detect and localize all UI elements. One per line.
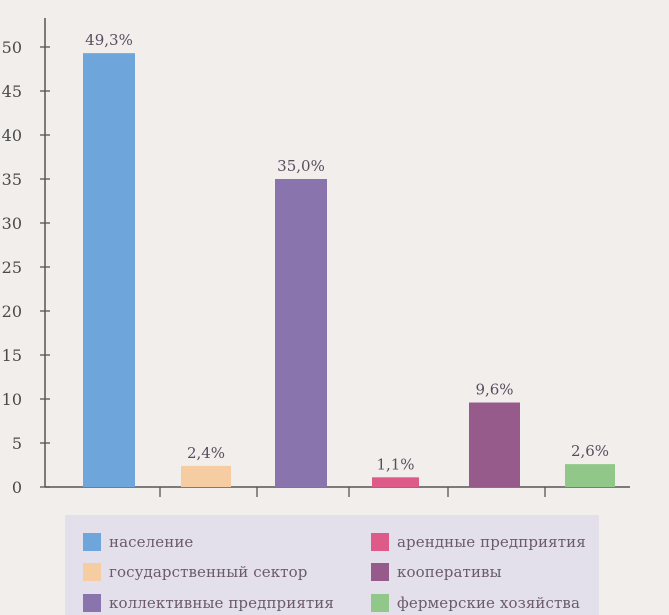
legend-label: коллективные предприятия: [109, 594, 334, 612]
legend-item-kollektivnye: коллективные предприятия: [83, 592, 334, 614]
bar-value-label: 49,3%: [85, 31, 133, 49]
bar-value-label: 2,6%: [571, 442, 609, 460]
legend-label: население: [109, 533, 194, 551]
legend-item-naselenie: население: [83, 531, 193, 553]
chart-legend: население государственный сектор коллект…: [65, 515, 599, 615]
bar: [469, 402, 520, 487]
y-tick-label: 0: [12, 478, 22, 497]
legend-swatch: [83, 533, 101, 551]
legend-item-kooperativy: кооперативы: [371, 561, 502, 583]
bar: [275, 179, 327, 487]
legend-item-fermerskie: фермерские хозяйства: [371, 592, 580, 614]
bar-value-label: 35,0%: [277, 157, 325, 175]
bar: [83, 53, 135, 487]
y-tick-label: 20: [2, 302, 22, 321]
legend-swatch: [371, 563, 389, 581]
y-tick-label: 50: [2, 38, 22, 57]
legend-swatch: [83, 594, 101, 612]
bar: [372, 477, 419, 487]
legend-label: кооперативы: [397, 563, 502, 581]
bar-value-label: 9,6%: [475, 381, 513, 399]
bar-value-label: 2,4%: [187, 444, 225, 462]
bar: [181, 465, 231, 487]
y-tick-label: 35: [2, 170, 22, 189]
legend-swatch: [83, 563, 101, 581]
y-tick-label: 15: [2, 346, 22, 365]
legend-label: государственный сектор: [109, 563, 308, 581]
legend-item-arendnye: арендные предприятия: [371, 531, 586, 553]
legend-swatch: [371, 594, 389, 612]
legend-label: фермерские хозяйства: [397, 594, 581, 612]
y-tick-label: 10: [2, 390, 22, 409]
y-tick-label: 25: [2, 258, 22, 277]
y-tick-label: 45: [2, 82, 22, 101]
y-tick-label: 30: [2, 214, 22, 233]
y-tick-label: 40: [2, 126, 22, 145]
bar: [565, 464, 615, 487]
legend-swatch: [371, 533, 389, 551]
legend-item-gos-sektor: государственный сектор: [83, 561, 307, 583]
chart-plot-area: 0 5 10 15 20 25 30 35 40 45 50 49,3% 2,4% 35,0% 1,1% 9,…: [2, 18, 630, 497]
legend-label: арендные предприятия: [397, 533, 586, 551]
bar-value-label: 1,1%: [376, 455, 414, 473]
y-tick-label: 5: [12, 434, 22, 453]
